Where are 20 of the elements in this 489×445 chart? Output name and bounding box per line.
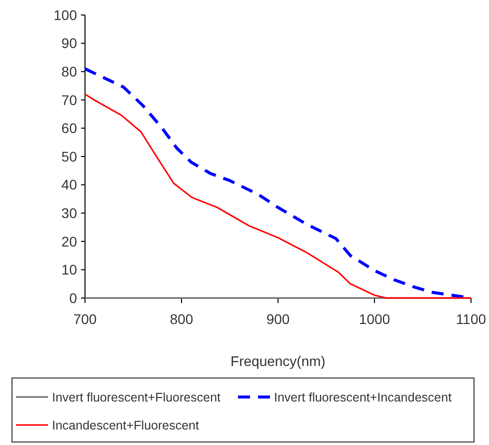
x-tick-label: 900 [266,311,290,327]
x-axis-title: Frequency(nm) [230,353,326,369]
y-tick-label: 30 [61,205,78,221]
y-tick-label: 90 [61,35,78,52]
legend-label: Invert fluorescent+Incandescent [274,390,452,404]
y-tick-label: 50 [61,148,78,164]
x-tick-label: 800 [170,311,194,327]
y-tick-label: 40 [61,176,78,193]
legend-label: Incandescent+Fluorescent [52,418,200,432]
y-tick-label: 10 [61,262,78,278]
y-tick-label: 60 [61,120,78,136]
y-tick-label: 0 [69,290,78,306]
x-tick-label: 1000 [358,311,390,327]
legend-label: Invert fluorescent+Fluorescent [52,390,222,404]
y-tick-label: 100 [54,6,78,23]
x-tick-label: 700 [73,311,97,327]
y-tick-label: 70 [61,92,78,108]
y-tick-label: 80 [61,64,78,80]
y-tick-label: 20 [61,233,78,250]
x-tick-label: 1100 [456,311,486,327]
